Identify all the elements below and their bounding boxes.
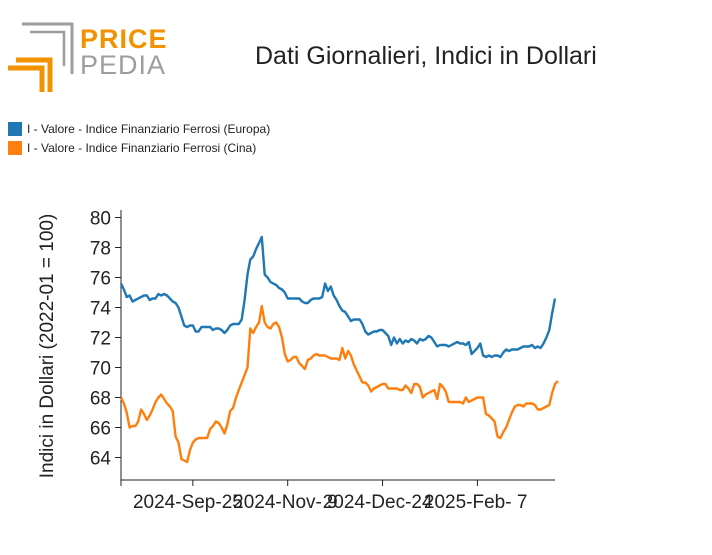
y-tick-label: 64 — [90, 449, 112, 470]
y-tick-label: 68 — [90, 389, 111, 410]
series-line-china — [119, 304, 559, 464]
chart-title: Dati Giornalieri, Indici in Dollari — [255, 42, 597, 70]
chart-legend: I - Valore - Indice Finanziario Ferrosi … — [8, 119, 270, 157]
y-tick-label: 70 — [90, 359, 111, 380]
legend-item-china: I - Valore - Indice Finanziario Ferrosi … — [8, 138, 270, 157]
x-tick-label: 2024-Nov- 9 — [233, 492, 338, 513]
logo-text-pedia: PEDIA — [80, 50, 167, 80]
legend-swatch-china — [8, 140, 22, 155]
y-tick-label: 76 — [90, 269, 111, 290]
y-tick-label: 80 — [90, 209, 111, 230]
legend-item-europe: I - Valore - Indice Finanziario Ferrosi … — [8, 119, 270, 138]
x-tick-label: 2024-Dec-24 — [323, 492, 433, 513]
series-line-europe — [119, 235, 557, 359]
y-axis-label: Indici in Dollari (2022-01 = 100) — [37, 214, 58, 479]
y-tick-label: 72 — [90, 329, 111, 350]
y-axis: 64 66 68 70 72 74 76 78 80 — [90, 209, 122, 480]
legend-label-europe: I - Valore - Indice Finanziario Ferrosi … — [27, 121, 271, 136]
y-tick-label: 78 — [90, 239, 111, 260]
x-tick-label: 2025-Feb- 7 — [424, 492, 528, 513]
legend-swatch-europe — [8, 121, 22, 136]
logo-text-price: PRICE — [80, 24, 168, 54]
series-layer — [119, 235, 559, 464]
y-tick-label: 66 — [90, 419, 111, 440]
pricepedia-logo: PRICE PEDIA — [8, 22, 168, 94]
pricepedia-logo-icon — [8, 22, 74, 92]
x-tick-label: 2024-Sep-25 — [133, 492, 243, 513]
y-tick-label: 74 — [90, 299, 112, 320]
legend-label-china: I - Valore - Indice Finanziario Ferrosi … — [27, 140, 257, 155]
